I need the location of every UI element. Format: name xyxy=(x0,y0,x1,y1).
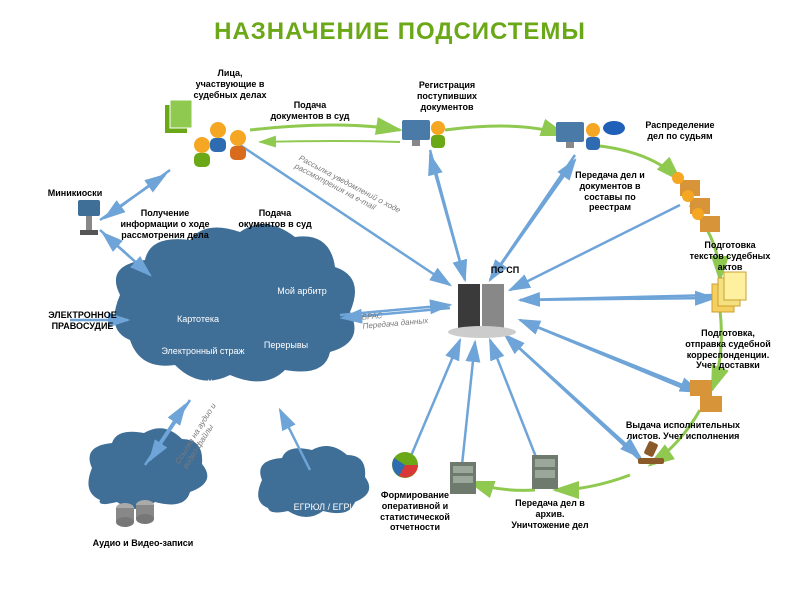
lbl-getinfo: Получениеинформации о ходерассмотрения д… xyxy=(105,208,225,240)
lbl-transfer: Передача дел идокументов всоставы пореес… xyxy=(560,170,660,213)
persons-cluster xyxy=(194,122,246,167)
lbl-minikiosk: Миникиоски xyxy=(40,188,110,199)
lbl-prep-send: Подготовка,отправка судебнойкорреспонден… xyxy=(668,328,788,371)
cl-pererivy: Перерывы xyxy=(256,340,316,350)
lbl-prep-texts: Подготовкатекстов судебныхактов xyxy=(680,240,780,272)
el-email: Рассылка уведомлений о ходерассмотрения … xyxy=(293,153,443,244)
lbl-persons: Лица,участвующие всудебных делах xyxy=(180,68,280,100)
lbl-archive: Передача дел вархив.Уничтожение дел xyxy=(500,498,600,530)
lbl-submit2: Подачаокументов в суд xyxy=(225,208,325,230)
lbl-issue: Выдача исполнительныхлистов. Учет исполн… xyxy=(608,420,758,442)
cl-egrul: ЕГРЮЛ / ЕГРИП xyxy=(278,502,378,512)
el-bras: БРАСПередача данных xyxy=(361,303,472,331)
cl-strazh: Электронный страж xyxy=(158,346,248,356)
lbl-dist: Распределениедел по судьям xyxy=(630,120,730,142)
cl-kartoteka: Картотека xyxy=(168,314,228,324)
cloud-main xyxy=(114,224,355,381)
lbl-submit: Подачадокументов в суд xyxy=(260,100,360,122)
lbl-regdocs: Регистрацияпоступившихдокументов xyxy=(402,80,492,112)
page-title: НАЗНАЧЕНИЕ ПОДСИСТЕМЫ xyxy=(0,18,800,46)
lbl-pssp: ПС СП xyxy=(480,265,530,276)
cl-arbitr: Мой арбитр xyxy=(272,286,332,296)
lbl-ejustice: ЭЛЕКТРОННОЕПРАВОСУДИЕ xyxy=(35,310,130,332)
lbl-audiovideo: Аудио и Видео-записи xyxy=(78,538,208,549)
